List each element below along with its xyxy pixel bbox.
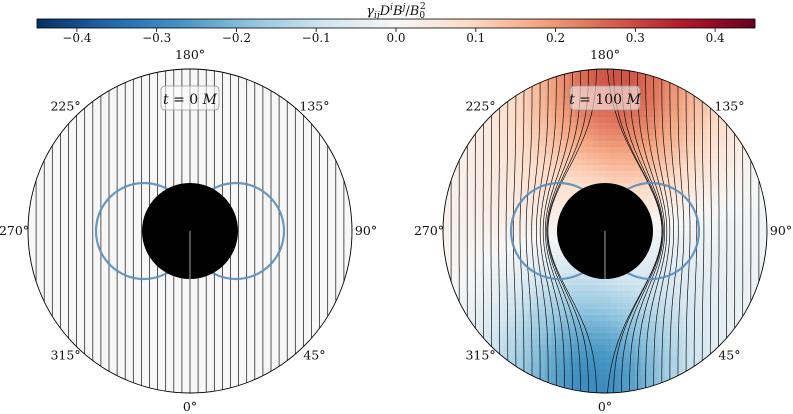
field-line <box>536 69 549 393</box>
field-line <box>669 69 679 393</box>
angle-label: 135° <box>714 99 744 114</box>
angle-label: 45° <box>303 347 325 362</box>
colorbar-tick-label: −0.2 <box>222 31 251 45</box>
angle-label: 90° <box>770 223 792 238</box>
field-line <box>544 69 573 393</box>
angle-label: 270° <box>0 223 29 238</box>
field-line <box>546 69 581 393</box>
angle-labels: 180° 135° 90° 45° 0° 315° 270° 225° <box>414 47 792 414</box>
field-line <box>677 69 685 393</box>
colorbar-tick-label: 0.3 <box>626 31 645 45</box>
angle-label: 45° <box>718 347 740 362</box>
time-label-box <box>569 85 641 111</box>
field-line <box>498 69 501 393</box>
field-line <box>505 69 509 393</box>
field-line <box>629 69 664 393</box>
colorbar-gradient <box>36 18 756 29</box>
angle-label: 0° <box>183 399 197 414</box>
colorbar-label: γijDiBj/B02 <box>366 2 426 21</box>
colorbar-tick-label: 0.2 <box>546 31 565 45</box>
angle-label: 315° <box>465 347 495 362</box>
colorbar-tick-label: −0.4 <box>62 31 92 45</box>
field-line <box>519 69 525 393</box>
colorbar-tick-label: 0.1 <box>466 31 485 45</box>
field-line <box>525 69 533 393</box>
angle-label: 225° <box>465 99 495 114</box>
angle-label: 180° <box>590 47 620 62</box>
field-line <box>613 69 663 393</box>
time-label-box <box>160 85 220 111</box>
panel-left: 180° 135° 90° 45° 0° 315° 270° 225° t = 0 M <box>0 47 377 414</box>
field-line <box>547 69 597 393</box>
field-line <box>542 69 565 393</box>
field-line <box>547 69 589 393</box>
angle-labels: 180° 135° 90° 45° 0° 315° 270° 225° <box>0 47 377 414</box>
colorbar-tick-label: −0.3 <box>142 31 171 45</box>
field-line <box>645 69 668 393</box>
time-label: t = 100 M <box>569 85 642 111</box>
field-line <box>490 69 492 393</box>
time-label-text: t = 0 M <box>163 92 218 108</box>
angle-label: 135° <box>299 99 329 114</box>
field-line <box>621 69 663 393</box>
angle-label: 315° <box>50 347 80 362</box>
outer-boundary <box>27 68 353 394</box>
angle-label: 0° <box>598 399 612 414</box>
field-line <box>661 69 674 393</box>
angle-label: 270° <box>414 223 444 238</box>
field-line <box>637 69 666 393</box>
colorbar-ticks: −0.4 −0.3 −0.2 −0.1 0.0 0.1 0.2 0.3 0.4 <box>62 28 725 45</box>
angle-label: 180° <box>175 47 205 62</box>
colorbar-tick-label: 0.4 <box>706 31 725 45</box>
field-line <box>709 69 712 393</box>
outer-boundary <box>442 68 768 394</box>
time-label: t = 0 M <box>160 85 220 111</box>
colorbar-tick-label: −0.1 <box>302 31 331 45</box>
colorbar: γijDiBj/B02 −0.4 −0.3 −0.2 −0.1 0.0 0.1 0.2 0.3… <box>36 2 756 45</box>
panel-right: 180° 135° 90° 45° 0° 315° 270° 225° t = 100 M <box>414 47 792 414</box>
field-line <box>539 69 557 393</box>
field-line <box>693 69 698 393</box>
field-line <box>685 69 691 393</box>
angle-label: 90° <box>355 223 377 238</box>
field-line <box>718 69 720 393</box>
colorbar-tick-label: 0.0 <box>386 31 405 45</box>
field-line <box>512 69 517 393</box>
angle-label: 225° <box>50 99 80 114</box>
time-label-text: t = 100 M <box>569 92 641 108</box>
field-line <box>531 69 541 393</box>
field-line <box>653 69 671 393</box>
field-line <box>701 69 705 393</box>
